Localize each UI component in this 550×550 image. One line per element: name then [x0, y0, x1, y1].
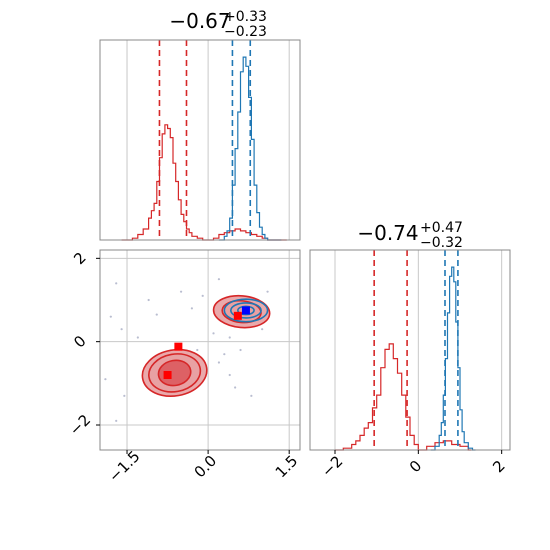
scatter-point — [147, 298, 150, 302]
title-right-base: −0.74 — [357, 221, 418, 245]
marker-red — [174, 342, 183, 351]
scatter-point — [155, 313, 158, 316]
scatter-point — [120, 328, 123, 331]
title-top-base: −0.67 — [169, 9, 230, 33]
panel-bottom-left-2d: −1.5 0.0 1.5 −2 0 2 — [66, 249, 301, 486]
panel-top-left-histogram — [99, 39, 301, 241]
scatter-point — [201, 294, 204, 297]
x-tick-label: −2 — [318, 452, 346, 480]
contour-level-blue — [237, 305, 255, 316]
x-tick-label: 2 — [489, 457, 508, 476]
scatter-point — [217, 361, 221, 364]
scatter-point — [234, 386, 237, 389]
panel-frame — [99, 249, 301, 451]
histogram-series-red — [121, 124, 287, 241]
scatter-point — [223, 353, 226, 356]
y-tick-label: 0 — [70, 332, 89, 351]
contour-level-blue — [230, 302, 262, 319]
scatter-point — [115, 282, 118, 285]
scatter-point — [212, 332, 215, 335]
marker-red — [163, 371, 172, 379]
scatter-point — [109, 315, 112, 318]
scatter-point — [190, 307, 193, 310]
contour-level-blue — [223, 298, 269, 323]
marker-blue — [241, 306, 250, 315]
scatter-point — [217, 278, 221, 281]
scatter-point — [261, 328, 264, 331]
scatter-point — [228, 336, 231, 339]
title-right-sub: −0.32 — [420, 235, 463, 251]
scatter-point — [196, 348, 199, 352]
scatter-point — [123, 394, 126, 397]
panel-frame — [99, 39, 301, 241]
title-top-left: −0.67 — [169, 9, 230, 33]
y-tick-label: 2 — [70, 249, 89, 268]
histogram-series-blue — [430, 266, 476, 451]
title-right-sup: +0.47 — [420, 220, 463, 236]
x-tick-label: 0 — [406, 457, 425, 476]
title-bottom-right: −0.74 — [357, 221, 418, 245]
x-tick-label: 0.0 — [191, 452, 221, 482]
x-tick-label: −1.5 — [105, 447, 143, 485]
scatter-point — [104, 378, 107, 381]
contour-level-red — [157, 359, 192, 387]
histogram-series-blue — [218, 56, 282, 241]
title-top-sup: +0.33 — [224, 9, 267, 25]
panel-bottom-right-histogram: −2 0 2 — [309, 249, 511, 481]
histogram-series-red — [335, 343, 472, 451]
panel-frame — [309, 249, 511, 451]
x-tick-label: 1.5 — [272, 452, 302, 482]
scatter-point — [179, 290, 183, 293]
scatter-point — [266, 290, 269, 293]
y-tick-label: −2 — [66, 411, 94, 439]
scatter-point — [239, 348, 242, 352]
scatter-point — [115, 419, 118, 422]
scatter-point — [136, 336, 139, 339]
scatter-point — [228, 373, 231, 377]
scatter-point — [250, 394, 253, 397]
title-top-sub: −0.23 — [224, 24, 267, 40]
marker-red — [233, 311, 242, 320]
